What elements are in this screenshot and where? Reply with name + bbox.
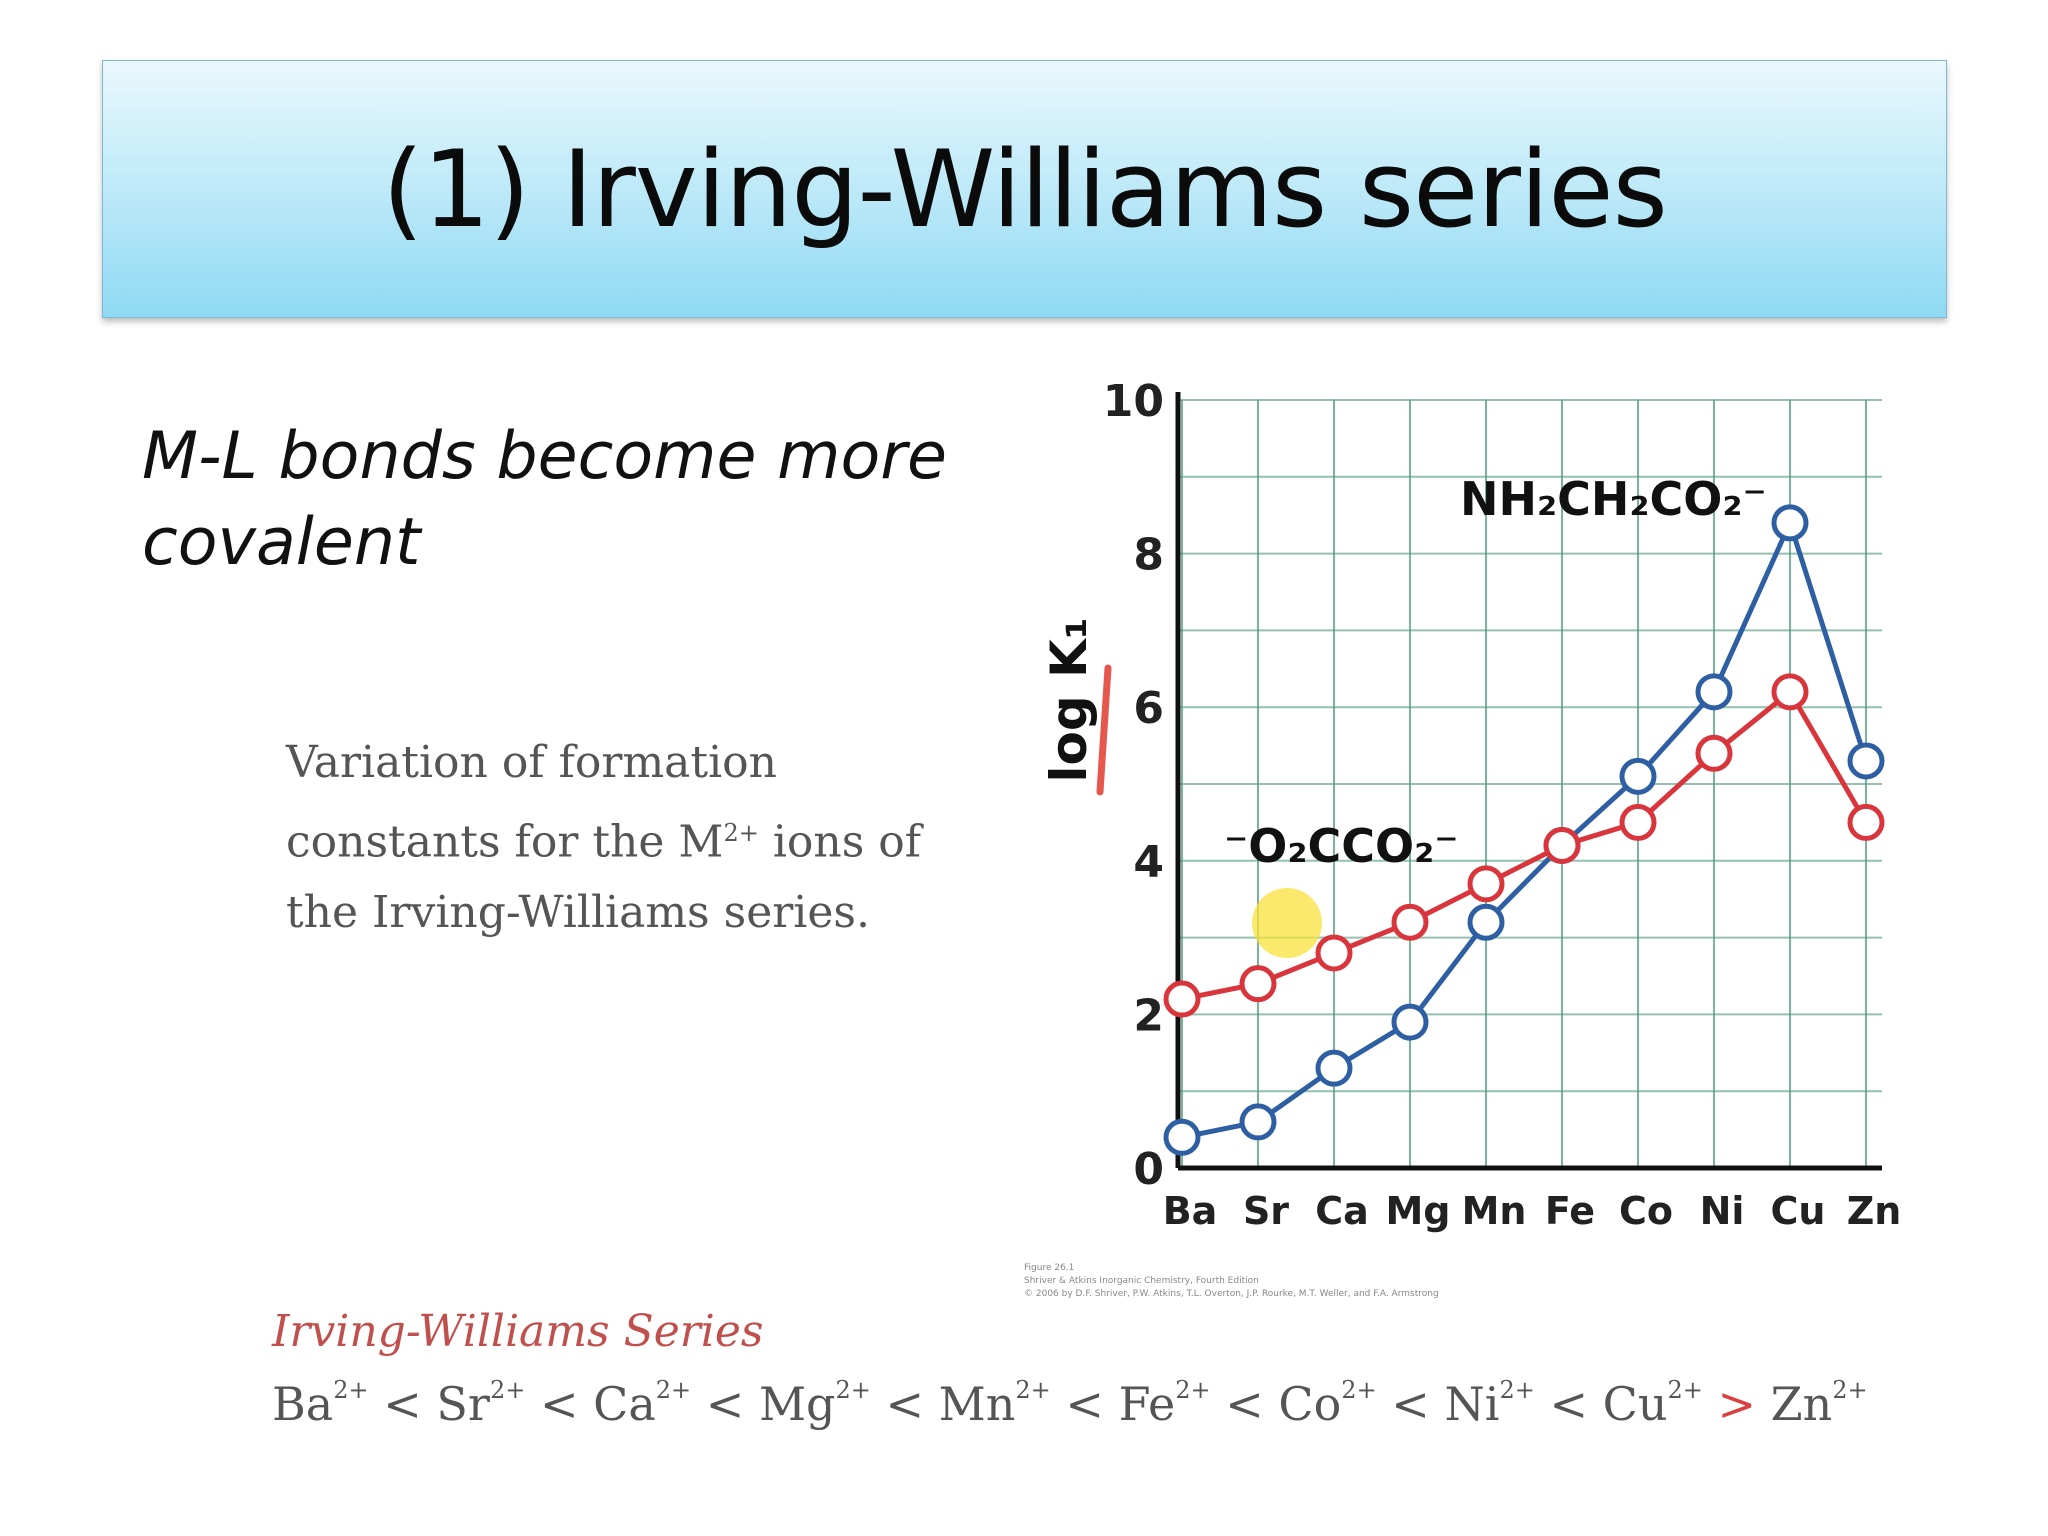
series-relation: < [368,1377,437,1431]
x-tick-label: Mg [1385,1189,1450,1233]
data-point [1771,673,1809,711]
data-point [1467,903,1505,941]
x-tick-label: Co [1619,1189,1673,1233]
series-relation: < [1534,1377,1603,1431]
series-line [1181,515,1869,1140]
series-relation: < [1376,1377,1445,1431]
y-axis-label: log K₁ [1040,617,1098,782]
series-ion: Ni2+ [1444,1376,1535,1431]
data-point [1239,965,1277,1003]
x-tick-label: Mn [1462,1189,1527,1233]
series-ion: Ba2+ [272,1376,369,1431]
series-relation: < [1210,1377,1279,1431]
data-point [1619,757,1657,795]
x-tick-label: Ni [1700,1189,1745,1233]
data-point [1771,504,1809,542]
credit-line: Shriver & Atkins Inorganic Chemistry, Fo… [1024,1276,1259,1286]
pointer-highlight [1252,888,1322,958]
credit-line: © 2006 by D.F. Shriver, P.W. Atkins, T.L… [1024,1289,1439,1299]
title-banner: (1) Irving-Williams series [102,60,1947,318]
bullet-text: M-L bonds become more covalent [142,419,947,580]
data-point [1847,742,1885,780]
data-point [1619,803,1657,841]
data-point [1847,803,1885,841]
series-ion: Zn2+ [1770,1376,1868,1431]
data-point [1315,1049,1353,1087]
x-tick-label: Cu [1771,1189,1826,1233]
x-tick-label: Ca [1315,1189,1369,1233]
series-ion: Cu2+ [1602,1376,1703,1431]
series-label: ⁻O₂CCO₂⁻ [1224,819,1459,873]
figure-credit: Figure 26.1 Shriver & Atkins Inorganic C… [1024,1262,1684,1301]
annotation-mark [1096,664,1112,796]
series-ion: Ca2+ [593,1376,692,1431]
data-point [1695,673,1733,711]
data-point [1391,1003,1429,1041]
series-label: NH₂CH₂CO₂⁻ [1460,472,1767,526]
data-point [1695,734,1733,772]
data-point [1239,1103,1277,1141]
y-tick-label: 6 [1133,683,1164,734]
y-tick-label: 0 [1133,1144,1164,1195]
y-tick-label: 2 [1133,990,1164,1041]
series-ion: Mg2+ [758,1376,871,1431]
series-ion: Sr2+ [436,1376,526,1431]
series-relation: > [1702,1377,1771,1431]
credit-line: Figure 26.1 [1024,1263,1075,1273]
y-tick-label: 8 [1133,530,1164,581]
data-point [1391,903,1429,941]
slide-title: (1) Irving-Williams series [382,127,1668,251]
data-point [1543,826,1581,864]
x-tick-label: Fe [1545,1189,1595,1233]
x-tick-label: Sr [1243,1189,1289,1233]
series-relation: < [525,1377,594,1431]
series-ion: Fe2+ [1118,1376,1211,1431]
series-ion: Co2+ [1278,1376,1377,1431]
data-point [1163,980,1201,1018]
series-line [1181,688,1869,1002]
data-point [1467,865,1505,903]
x-tick-label: Zn [1847,1189,1902,1233]
series-relation: < [870,1377,939,1431]
series-order: Ba2+ < Sr2+ < Ca2+ < Mg2+ < Mn2+ < Fe2+ … [272,1376,1932,1431]
x-tick-label: Ba [1163,1189,1218,1233]
series-heading: Irving-Williams Series [272,1306,764,1357]
y-tick-label: 10 [1103,376,1164,427]
series-relation: < [1050,1377,1119,1431]
data-point [1163,1118,1201,1156]
data-point [1315,934,1353,972]
series-relation: < [691,1377,759,1431]
y-tick-label: 4 [1133,837,1164,888]
figure-caption: Variation of formation constants for the… [286,737,922,938]
series-ion: Mn2+ [938,1376,1051,1431]
